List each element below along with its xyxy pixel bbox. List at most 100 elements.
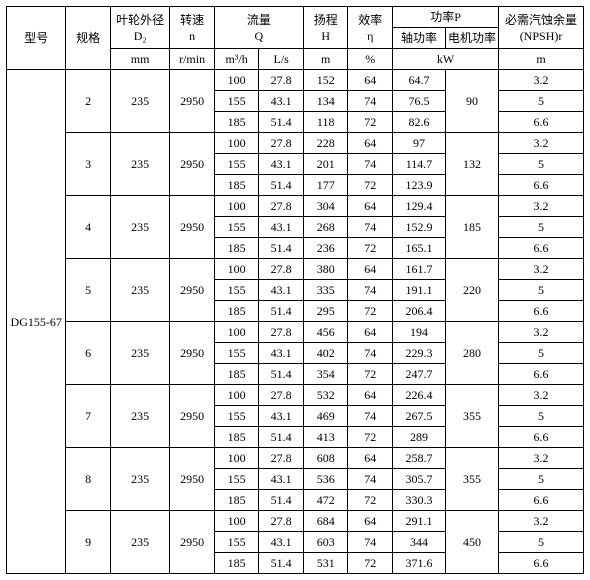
- cell-flow-m3h: 155: [214, 469, 259, 490]
- hdr-power: 功率P: [393, 7, 499, 28]
- cell-spec: 4: [66, 196, 111, 259]
- cell-flow-m3h: 185: [214, 364, 259, 385]
- cell-speed: 2950: [170, 259, 215, 322]
- cell-eff: 64: [348, 448, 393, 469]
- cell-flow-m3h: 155: [214, 280, 259, 301]
- cell-flow-ls: 27.8: [259, 511, 304, 532]
- cell-npsh: 6.6: [499, 553, 584, 574]
- cell-flow-m3h: 185: [214, 238, 259, 259]
- cell-motor-power: 132: [446, 133, 499, 196]
- cell-flow-ls: 43.1: [259, 154, 304, 175]
- hdr-flow-text: 流量: [247, 13, 271, 27]
- unit-npsh: m: [499, 49, 584, 70]
- cell-shaft-power: 226.4: [393, 385, 446, 406]
- cell-flow-ls: 27.8: [259, 322, 304, 343]
- cell-npsh: 6.6: [499, 112, 584, 133]
- table-row: 6235295010027.8456641942803.2: [7, 322, 584, 343]
- cell-eff: 74: [348, 343, 393, 364]
- cell-flow-m3h: 155: [214, 406, 259, 427]
- cell-eff: 72: [348, 427, 393, 448]
- hdr-diam-text: 叶轮外径: [116, 13, 164, 27]
- hdr-model: 型号: [7, 7, 66, 70]
- cell-npsh: 5: [499, 532, 584, 553]
- cell-head: 469: [303, 406, 348, 427]
- cell-flow-m3h: 185: [214, 553, 259, 574]
- cell-head: 413: [303, 427, 348, 448]
- cell-head: 608: [303, 448, 348, 469]
- cell-flow-ls: 43.1: [259, 343, 304, 364]
- cell-shaft-power: 123.9: [393, 175, 446, 196]
- table-row: 7235295010027.853264226.43553.2: [7, 385, 584, 406]
- cell-eff: 74: [348, 154, 393, 175]
- cell-eff: 74: [348, 91, 393, 112]
- cell-shaft-power: 194: [393, 322, 446, 343]
- table-row: 3235295010027.822864971323.2: [7, 133, 584, 154]
- cell-motor-power: 280: [446, 322, 499, 385]
- unit-diam: mm: [110, 49, 169, 70]
- cell-head: 684: [303, 511, 348, 532]
- cell-diam: 235: [110, 322, 169, 385]
- table-header: 型号 规格 叶轮外径 D₂ 转速 n 流量 Q 扬程 H 效率 η 功率P: [7, 7, 584, 70]
- cell-flow-m3h: 100: [214, 259, 259, 280]
- cell-flow-ls: 27.8: [259, 448, 304, 469]
- cell-head: 201: [303, 154, 348, 175]
- table-row: 9235295010027.868464291.14503.2: [7, 511, 584, 532]
- cell-eff: 72: [348, 238, 393, 259]
- cell-diam: 235: [110, 196, 169, 259]
- hdr-speed-text: 转速: [180, 13, 204, 27]
- cell-flow-ls: 51.4: [259, 553, 304, 574]
- cell-head: 354: [303, 364, 348, 385]
- cell-flow-ls: 27.8: [259, 133, 304, 154]
- cell-npsh: 3.2: [499, 259, 584, 280]
- hdr-npsh: 必需汽蚀余量 (NPSH)r: [499, 7, 584, 49]
- cell-diam: 235: [110, 259, 169, 322]
- cell-flow-m3h: 100: [214, 448, 259, 469]
- unit-power: kW: [393, 49, 499, 70]
- cell-eff: 74: [348, 532, 393, 553]
- cell-shaft-power: 165.1: [393, 238, 446, 259]
- cell-head: 472: [303, 490, 348, 511]
- cell-flow-ls: 43.1: [259, 532, 304, 553]
- cell-diam: 235: [110, 385, 169, 448]
- cell-npsh: 3.2: [499, 322, 584, 343]
- cell-npsh: 6.6: [499, 175, 584, 196]
- hdr-npsh-text: 必需汽蚀余量: [505, 13, 577, 27]
- cell-eff: 74: [348, 217, 393, 238]
- cell-shaft-power: 258.7: [393, 448, 446, 469]
- cell-flow-m3h: 185: [214, 301, 259, 322]
- cell-shaft-power: 371.6: [393, 553, 446, 574]
- cell-speed: 2950: [170, 133, 215, 196]
- table-row: DG155-672235295010027.81526464.7903.2: [7, 70, 584, 91]
- cell-spec: 2: [66, 70, 111, 133]
- cell-npsh: 3.2: [499, 448, 584, 469]
- cell-speed: 2950: [170, 70, 215, 133]
- cell-shaft-power: 114.7: [393, 154, 446, 175]
- hdr-diam-sym: D₂: [134, 29, 147, 43]
- hdr-flow: 流量 Q: [214, 7, 303, 49]
- unit-eff: %: [348, 49, 393, 70]
- cell-eff: 64: [348, 511, 393, 532]
- cell-npsh: 5: [499, 280, 584, 301]
- cell-flow-m3h: 155: [214, 343, 259, 364]
- cell-eff: 64: [348, 385, 393, 406]
- cell-npsh: 3.2: [499, 511, 584, 532]
- cell-motor-power: 450: [446, 511, 499, 574]
- cell-flow-m3h: 100: [214, 385, 259, 406]
- cell-flow-m3h: 185: [214, 490, 259, 511]
- cell-shaft-power: 229.3: [393, 343, 446, 364]
- cell-shaft-power: 247.7: [393, 364, 446, 385]
- cell-eff: 72: [348, 553, 393, 574]
- cell-shaft-power: 82.6: [393, 112, 446, 133]
- cell-speed: 2950: [170, 511, 215, 574]
- cell-flow-ls: 51.4: [259, 112, 304, 133]
- cell-flow-m3h: 185: [214, 427, 259, 448]
- cell-flow-ls: 51.4: [259, 175, 304, 196]
- cell-spec: 3: [66, 133, 111, 196]
- cell-eff: 74: [348, 406, 393, 427]
- cell-head: 402: [303, 343, 348, 364]
- cell-flow-m3h: 185: [214, 175, 259, 196]
- hdr-head-text: 扬程: [314, 13, 338, 27]
- cell-spec: 7: [66, 385, 111, 448]
- cell-shaft-power: 191.1: [393, 280, 446, 301]
- cell-diam: 235: [110, 448, 169, 511]
